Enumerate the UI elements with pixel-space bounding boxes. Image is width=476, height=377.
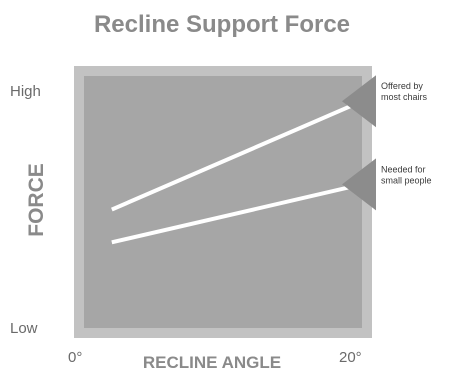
y-axis-title: FORCE bbox=[25, 163, 48, 237]
chart-title: Recline Support Force bbox=[94, 11, 350, 38]
y-tick-low: Low bbox=[10, 320, 38, 337]
series-line-1 bbox=[111, 99, 363, 212]
series-line-2 bbox=[111, 182, 363, 245]
x-tick-end: 20° bbox=[339, 349, 362, 366]
callout-label-1-line-2: most chairs bbox=[381, 92, 428, 102]
callout-label-1-line-1: Offered by bbox=[381, 81, 423, 91]
callout-label-2-line-2: small people bbox=[381, 175, 432, 185]
x-axis-title: RECLINE ANGLE bbox=[143, 353, 281, 372]
callout-pointer-1 bbox=[342, 75, 376, 128]
x-tick-start: 0° bbox=[68, 349, 82, 366]
callout-label-2-line-1: Needed for bbox=[381, 164, 426, 174]
series-layer bbox=[111, 99, 363, 245]
y-tick-high: High bbox=[10, 83, 41, 100]
callout-pointer-2 bbox=[342, 158, 376, 211]
